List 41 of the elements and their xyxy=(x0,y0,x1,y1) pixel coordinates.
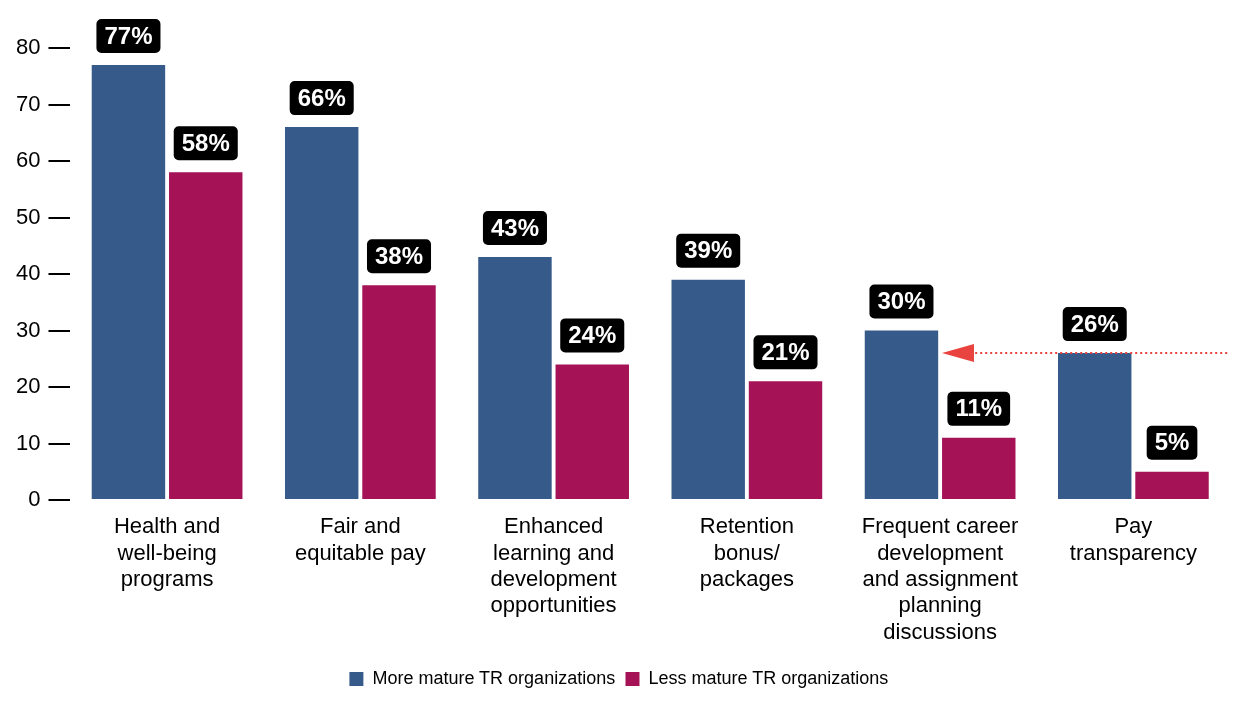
bar xyxy=(942,437,1016,499)
data-label: 43% xyxy=(490,213,539,241)
data-label: 24% xyxy=(568,321,617,349)
y-tick-label: 0 xyxy=(28,486,41,512)
legend-label: More mature TR organizations xyxy=(372,667,616,688)
x-tick-label: Pay transparency xyxy=(1069,513,1197,565)
bar xyxy=(555,364,629,499)
y-tick-label: 60 xyxy=(15,147,41,173)
bar xyxy=(362,285,436,499)
bar xyxy=(478,257,552,499)
y-tick-label: 10 xyxy=(15,429,41,455)
x-tick-label: Fair and equitable pay xyxy=(294,513,426,565)
data-label: 58% xyxy=(181,128,230,156)
bar xyxy=(748,381,823,499)
data-label: 11% xyxy=(955,394,1003,422)
bar xyxy=(91,64,166,499)
bar xyxy=(1135,471,1209,499)
data-label: 21% xyxy=(761,337,810,365)
x-tick-label: Frequent career development and assignment planning discussions xyxy=(861,513,1019,644)
data-label: 5% xyxy=(1154,428,1190,456)
data-label: 30% xyxy=(877,287,926,315)
y-tick-label: 50 xyxy=(15,203,41,229)
y-tick-label: 30 xyxy=(15,316,41,342)
bar xyxy=(671,279,745,499)
data-label: 66% xyxy=(297,83,346,111)
y-tick-label: 40 xyxy=(15,260,41,286)
legend-label: Less mature TR organizations xyxy=(648,667,889,688)
data-label: 26% xyxy=(1070,309,1119,337)
y-tick-label: 20 xyxy=(15,373,41,399)
bar xyxy=(284,127,359,499)
data-label: 39% xyxy=(684,236,733,264)
bar xyxy=(864,330,939,499)
data-label: 38% xyxy=(374,241,424,269)
x-tick-label: Health and well-being programs xyxy=(113,513,221,592)
x-tick-label: Enhanced learning and development opportunities xyxy=(490,513,617,618)
bar xyxy=(1058,353,1132,499)
y-tick-label: 80 xyxy=(15,34,41,60)
y-tick-label: 70 xyxy=(15,90,41,116)
bar xyxy=(169,172,243,499)
x-tick-label: Retention bonus/ packages xyxy=(699,513,794,592)
data-label: 77% xyxy=(104,21,153,49)
